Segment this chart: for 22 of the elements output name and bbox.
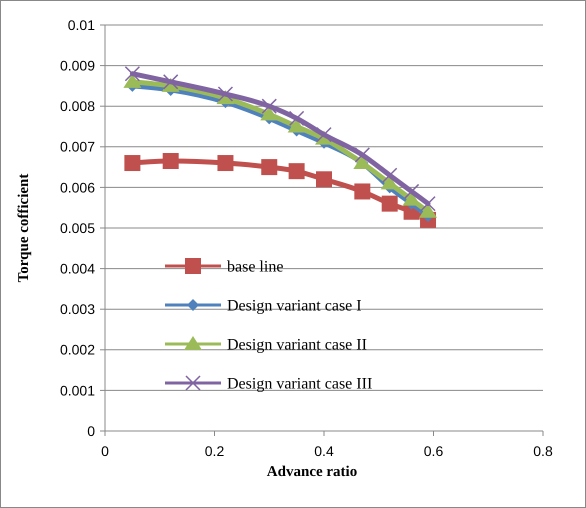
legend-label: Design variant case I [227,298,362,315]
legend-label: base line [227,258,284,276]
y-tick-label: 0.002 [60,342,96,358]
x-tick-label: 0.2 [204,443,224,459]
y-tick-label: 0.001 [60,382,96,398]
y-tick-label: 0.006 [60,179,96,196]
x-tick-label: 0.8 [533,443,553,459]
y-tick-label: 0.003 [60,301,96,318]
x-axis-title: Advance ratio [266,464,358,480]
y-tick-label: 0.004 [60,260,96,276]
y-tick-label: 0.005 [60,220,96,236]
legend-label: Design variant case II [227,336,367,354]
y-tick-label: 0.009 [60,58,96,74]
y-tick-label: 0.007 [60,138,96,155]
y-axis-title: Torque cofficient [16,174,32,282]
y-tick-label: 0.008 [60,98,96,114]
y-tick-label: 0 [87,422,96,439]
legend-label: Design variant case III [227,376,372,393]
y-tick-label: 0.01 [68,16,96,33]
x-tick-label: 0 [101,443,110,459]
x-tick-label: 0.6 [424,443,444,459]
x-tick-label: 0.4 [314,443,334,459]
